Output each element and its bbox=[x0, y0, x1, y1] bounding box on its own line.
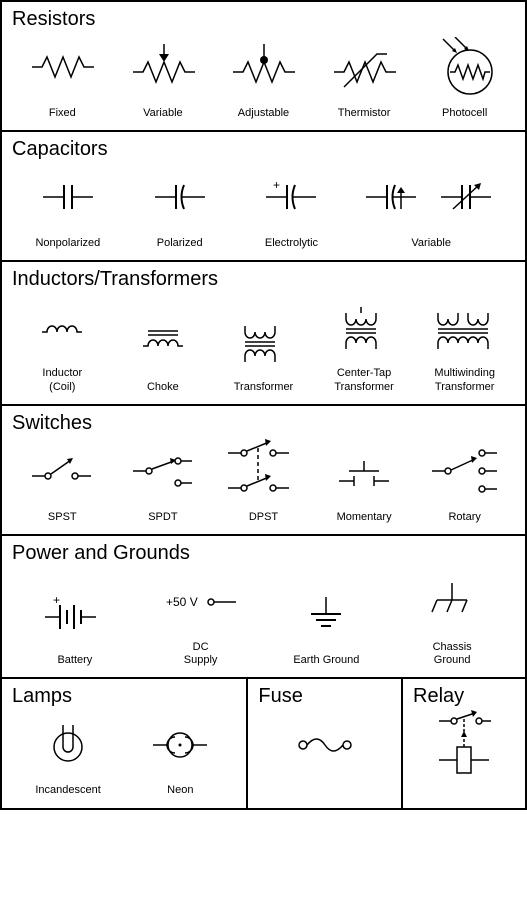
incandescent-icon bbox=[38, 717, 98, 772]
svg-text:+50 V: +50 V bbox=[166, 595, 198, 609]
cell-electrolytic-cap: + Electrolytic bbox=[236, 167, 348, 250]
center-tap-transformer-icon bbox=[334, 305, 394, 350]
bottom-row: Lamps Incandescent Neon Fuse Rela bbox=[2, 679, 525, 807]
cell-transformer: Transformer bbox=[213, 311, 314, 394]
earth-ground-icon bbox=[296, 592, 356, 637]
cell-earth-ground: Earth Ground bbox=[264, 584, 390, 667]
cell-fixed-resistor: Fixed bbox=[12, 37, 113, 120]
cell-thermistor: Thermistor bbox=[314, 37, 415, 120]
adjustable-resistor-icon bbox=[228, 42, 298, 92]
section-relay: Relay bbox=[403, 679, 525, 807]
cell-adjustable-resistor: Adjustable bbox=[213, 37, 314, 120]
cell-rotary: Rotary bbox=[414, 441, 515, 524]
transformer-icon bbox=[233, 318, 293, 363]
dc-supply-icon: +50 V bbox=[156, 578, 246, 623]
rotary-icon bbox=[427, 443, 502, 498]
photocell-icon bbox=[425, 37, 505, 97]
title-resistors: Resistors bbox=[12, 8, 515, 31]
electrolytic-cap-icon: + bbox=[261, 177, 321, 217]
svg-text:+: + bbox=[273, 178, 280, 192]
cell-variable-resistor: Variable bbox=[113, 37, 214, 120]
chassis-ground-icon bbox=[422, 578, 482, 623]
cell-variable-cap: Variable bbox=[347, 167, 515, 250]
nonpolarized-cap-icon bbox=[38, 177, 98, 217]
title-power: Power and Grounds bbox=[12, 542, 515, 565]
title-relay: Relay bbox=[413, 685, 515, 708]
section-power: Power and Grounds + Battery +50 V DC Sup… bbox=[2, 536, 525, 679]
cell-incandescent: Incandescent bbox=[12, 714, 124, 797]
polarized-cap-icon bbox=[150, 177, 210, 217]
title-capacitors: Capacitors bbox=[12, 138, 515, 161]
cell-nonpolarized-cap: Nonpolarized bbox=[12, 167, 124, 250]
cell-momentary: Momentary bbox=[314, 441, 415, 524]
cell-photocell: Photocell bbox=[414, 37, 515, 120]
inductor-icon bbox=[32, 307, 92, 347]
section-resistors: Resistors Fixed Variable Adjustable Ther… bbox=[2, 2, 525, 132]
cell-inductor: Inductor (Coil) bbox=[12, 297, 113, 393]
dpst-icon bbox=[223, 438, 303, 503]
title-inductors: Inductors/Transformers bbox=[12, 268, 515, 291]
cell-dc-supply: +50 V DC Supply bbox=[138, 571, 264, 667]
section-inductors: Inductors/Transformers Inductor (Coil) C… bbox=[2, 262, 525, 405]
section-lamps: Lamps Incandescent Neon bbox=[2, 679, 248, 807]
fuse-icon bbox=[285, 717, 365, 772]
spst-icon bbox=[27, 446, 97, 496]
cell-multiwinding-transformer: Multiwinding Transformer bbox=[414, 297, 515, 393]
spdt-icon bbox=[128, 443, 198, 498]
cell-polarized-cap: Polarized bbox=[124, 167, 236, 250]
section-switches: Switches SPST SPDT DPST Momentary bbox=[2, 406, 525, 536]
thermistor-icon bbox=[329, 42, 399, 92]
title-lamps: Lamps bbox=[12, 685, 236, 708]
section-fuse: Fuse bbox=[248, 679, 403, 807]
cell-center-tap-transformer: Center-Tap Transformer bbox=[314, 297, 415, 393]
cell-fuse bbox=[258, 714, 391, 774]
choke-icon bbox=[133, 321, 193, 361]
title-switches: Switches bbox=[12, 412, 515, 435]
cell-dpst: DPST bbox=[213, 441, 314, 524]
variable-cap-icon bbox=[361, 177, 501, 217]
cell-choke: Choke bbox=[113, 311, 214, 394]
momentary-icon bbox=[329, 446, 399, 496]
schematic-symbols-chart: Resistors Fixed Variable Adjustable Ther… bbox=[0, 0, 527, 810]
cell-spst: SPST bbox=[12, 441, 113, 524]
fixed-resistor-icon bbox=[27, 47, 97, 87]
cell-neon: Neon bbox=[124, 714, 236, 797]
section-capacitors: Capacitors Nonpolarized Polarized + Elec… bbox=[2, 132, 525, 262]
cell-chassis-ground: Chassis Ground bbox=[389, 571, 515, 667]
cell-spdt: SPDT bbox=[113, 441, 214, 524]
relay-icon bbox=[429, 709, 499, 779]
battery-icon: + bbox=[40, 592, 110, 637]
variable-resistor-icon bbox=[128, 42, 198, 92]
multiwinding-transformer-icon bbox=[430, 305, 500, 350]
neon-icon bbox=[145, 717, 215, 772]
cell-relay bbox=[413, 714, 515, 774]
svg-text:+: + bbox=[53, 593, 60, 607]
cell-battery: + Battery bbox=[12, 584, 138, 667]
title-fuse: Fuse bbox=[258, 685, 391, 708]
